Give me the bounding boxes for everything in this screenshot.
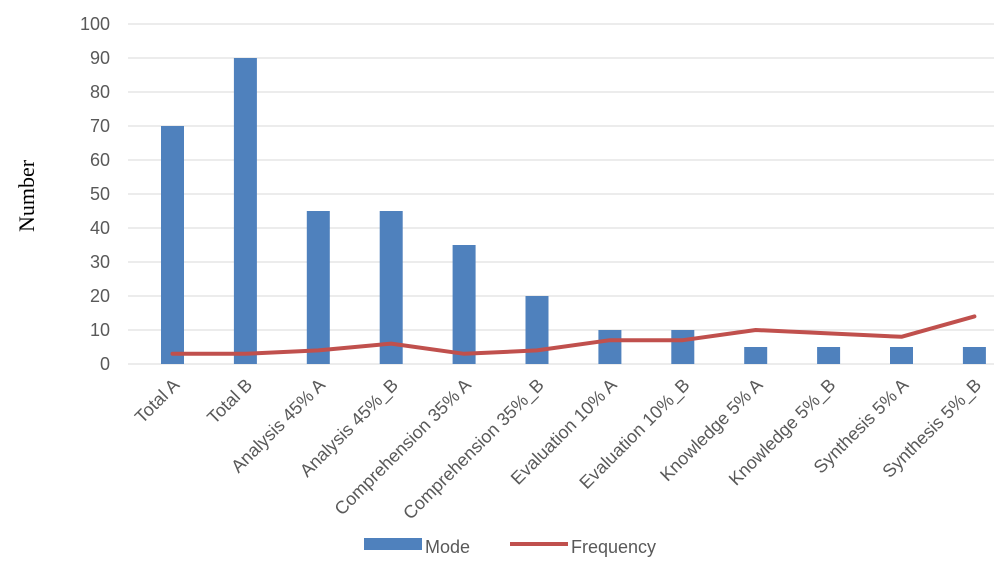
- y-axis-tick-labels: 0 10 20 30 40 50 60 70 80 90 100: [80, 14, 110, 374]
- legend-label-frequency: Frequency: [571, 537, 656, 557]
- x-tick-label: Comprehension 35%_B: [399, 375, 548, 524]
- line-series-frequency: [170, 314, 977, 356]
- bar: [379, 211, 403, 364]
- bar: [233, 58, 257, 364]
- bar: [817, 347, 841, 364]
- x-tick-label: Total A: [131, 375, 183, 427]
- y-tick-label: 0: [100, 354, 110, 374]
- y-tick-label: 50: [90, 184, 110, 204]
- y-axis-label: Number: [14, 159, 39, 232]
- x-tick-label: Comprehension 35% A: [331, 375, 475, 519]
- y-tick-label: 70: [90, 116, 110, 136]
- y-tick-label: 60: [90, 150, 110, 170]
- bar-series-mode: [161, 58, 986, 364]
- bar: [598, 330, 622, 364]
- legend: Mode Frequency: [364, 537, 656, 557]
- bar: [890, 347, 913, 364]
- y-tick-label: 20: [90, 286, 110, 306]
- y-tick-label: 40: [90, 218, 110, 238]
- legend-label-mode: Mode: [425, 537, 470, 557]
- bar: [525, 296, 549, 364]
- bar: [962, 347, 986, 364]
- bar: [671, 330, 695, 364]
- y-tick-label: 80: [90, 82, 110, 102]
- x-tick-label: Total B: [203, 375, 256, 428]
- legend-swatch-mode: [364, 538, 422, 550]
- gridlines: [128, 23, 994, 331]
- bar: [452, 245, 476, 364]
- bar: [744, 347, 768, 364]
- bar: [306, 211, 330, 364]
- y-tick-label: 30: [90, 252, 110, 272]
- y-tick-label: 10: [90, 320, 110, 340]
- y-tick-label: 100: [80, 14, 110, 34]
- bar: [161, 126, 184, 364]
- y-tick-label: 90: [90, 48, 110, 68]
